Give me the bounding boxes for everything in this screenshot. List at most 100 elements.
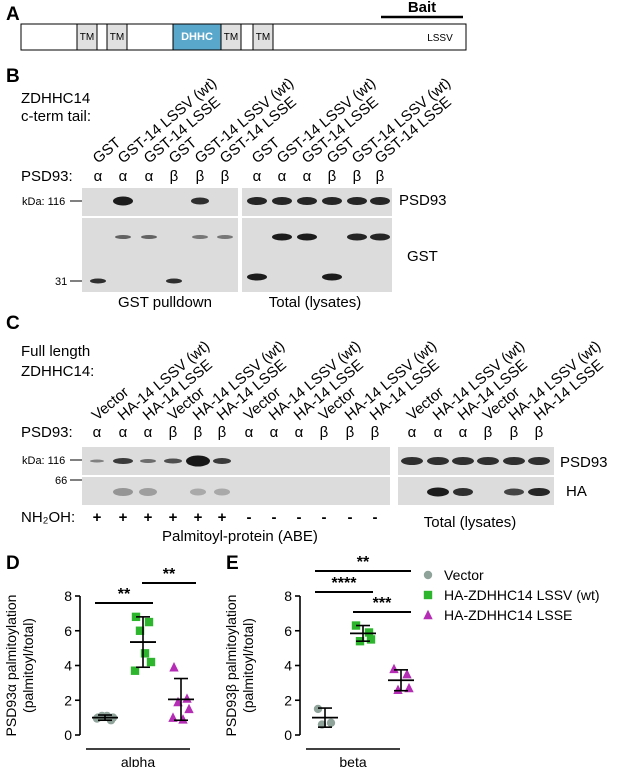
- c-blot-total: [398, 447, 554, 505]
- significance-stars: **: [118, 586, 131, 603]
- data-point: [393, 684, 403, 695]
- panel-b-letter: B: [6, 66, 20, 87]
- legend-label: HA-ZDHHC14 LSSV (wt): [444, 587, 600, 603]
- b-isoform: α: [253, 168, 262, 185]
- data-point: [135, 626, 145, 635]
- c-nh2oh-value: +: [169, 509, 178, 526]
- blot-band: [347, 197, 367, 205]
- y-label: (palmitoyl/total): [20, 618, 36, 713]
- blot-band: [401, 457, 423, 465]
- chart-letter: E: [226, 553, 239, 574]
- blot-band: [190, 488, 206, 496]
- c-isoform: α: [459, 424, 468, 441]
- c-nh2oh-value: -: [322, 509, 327, 526]
- c-construct-label-2: ZDHHC14:: [21, 363, 94, 380]
- c-isoform: α: [295, 424, 304, 441]
- blot-band: [115, 235, 131, 239]
- y-tick-label: 8: [64, 588, 72, 604]
- tm-domain-1: [76, 23, 98, 51]
- blot-band: [528, 457, 550, 465]
- c-isoform: β: [346, 424, 355, 441]
- blot-band: [477, 457, 499, 465]
- y-tick-label: 8: [284, 588, 292, 604]
- b-row-label-bottom: GST: [407, 248, 438, 265]
- x-label: alpha: [121, 754, 155, 767]
- c-bands: [90, 455, 550, 497]
- blot-band: [139, 488, 157, 496]
- c-marker-bottom: 66: [55, 475, 67, 487]
- blot-band: [113, 196, 133, 206]
- data-point: [144, 617, 154, 627]
- data-point: [178, 714, 188, 724]
- c-isoform: β: [169, 424, 178, 441]
- c-isoform: α: [408, 424, 417, 441]
- blot-band: [297, 233, 317, 241]
- b-blot-right-bg: [242, 188, 392, 292]
- y-label: (palmitoyl/total): [240, 618, 256, 713]
- c-isoform: α: [119, 424, 128, 441]
- b-blot-left-bg: [82, 188, 238, 292]
- b-isoform: β: [353, 168, 362, 185]
- b-isoform: β: [221, 168, 230, 185]
- c-isoform: α: [270, 424, 279, 441]
- legend-label: Vector: [444, 567, 484, 583]
- blot-band: [192, 235, 208, 239]
- c-term-label: LSSV: [427, 33, 453, 44]
- chart-d: D 0 2 4 6 8 alpha PSD93α palmitoylation (palmito…: [3, 553, 196, 767]
- data-point: [389, 663, 399, 674]
- b-isoform: β: [328, 168, 337, 185]
- blot-band: [213, 458, 231, 464]
- b-psd-label: PSD93:: [21, 168, 73, 185]
- data-point: [366, 635, 376, 644]
- c-isoform: β: [510, 424, 519, 441]
- c-isoform: β: [320, 424, 329, 441]
- c-row-label-top: PSD93: [560, 454, 608, 471]
- blot-band: [164, 458, 182, 464]
- data-point: [313, 704, 323, 714]
- data-point: [326, 718, 336, 728]
- tm-label-4: TM: [256, 32, 270, 43]
- blot-band: [191, 197, 209, 205]
- c-blot-abe: [82, 447, 390, 505]
- blot-band: [347, 233, 367, 241]
- c-nh2oh-value: +: [93, 509, 102, 526]
- y-tick-label: 4: [64, 658, 72, 674]
- blot-band: [370, 197, 390, 205]
- c-nh2oh-value: +: [119, 509, 128, 526]
- c-nh2oh-value: -: [272, 509, 277, 526]
- data-point: [184, 703, 194, 714]
- b-construct-label-2: c-term tail:: [21, 108, 91, 125]
- c-isoform: α: [93, 424, 102, 441]
- b-blot-left: [82, 188, 238, 292]
- c-nh2oh-value: +: [194, 509, 203, 526]
- panel-c-letter: C: [6, 313, 20, 334]
- c-nh2oh-row: + + + + + + - - - - - -: [93, 509, 378, 526]
- blot-band: [113, 458, 133, 464]
- legend: Vector HA-ZDHHC14 LSSV (wt) HA-ZDHHC14 LSS…: [423, 567, 600, 623]
- blot-band: [186, 455, 210, 467]
- data-point: [182, 693, 192, 703]
- tm-label-2: TM: [110, 32, 124, 43]
- b-caption-left: GST pulldown: [118, 294, 212, 311]
- data-point: [169, 662, 179, 672]
- c-nh2oh-value: -: [348, 509, 353, 526]
- tm-label-3: TM: [224, 32, 238, 43]
- blot-band: [427, 457, 449, 465]
- c-isoform: β: [535, 424, 544, 441]
- b-isoform: β: [170, 168, 179, 185]
- y-tick-label: 6: [284, 623, 292, 639]
- blot-band: [453, 488, 473, 496]
- b-bands: [90, 196, 390, 284]
- blot-band: [272, 197, 292, 205]
- blot-band: [322, 273, 342, 281]
- significance-stars: **: [357, 554, 370, 571]
- c-caption-right: Total (lysates): [424, 514, 517, 531]
- c-nh2oh-value: -: [297, 509, 302, 526]
- b-marker-top: kDa: 116: [22, 196, 65, 208]
- b-isoform: β: [196, 168, 205, 185]
- b-construct-label-1: ZDHHC14: [21, 90, 90, 107]
- legend-label: HA-ZDHHC14 LSSE: [444, 607, 572, 623]
- blot-band: [504, 488, 524, 496]
